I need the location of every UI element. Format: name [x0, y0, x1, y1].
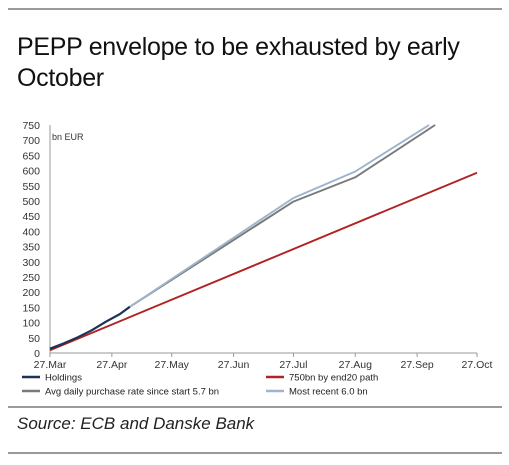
y-tick-label: 0 [34, 348, 40, 360]
source-note: Source: ECB and Danske Bank [17, 414, 255, 433]
x-tick-label: 27.Jun [218, 359, 250, 371]
legend-label: Avg daily purchase rate since start 5.7 … [45, 387, 219, 398]
line-chart: 0 50 100 150 200 250 300 350 400 450 500 550 600 650 7… [22, 120, 493, 398]
y-axis-label: bn EUR [52, 132, 84, 142]
legend-label: Most recent 6.0 bn [289, 387, 368, 398]
y-tick-label: 50 [28, 333, 40, 345]
x-axis: 27.Mar 27.Apr 27.May 27.Jun 27.Jul 27.Aug 27.S… [34, 352, 493, 371]
y-tick-label: 200 [22, 287, 40, 299]
y-tick-label: 400 [22, 226, 40, 238]
divider-rule [8, 406, 502, 408]
y-tick-label: 600 [22, 166, 40, 178]
legend-label: 750bn by end20 path [289, 373, 378, 384]
y-tick-label: 750 [22, 120, 40, 132]
y-axis: 0 50 100 150 200 250 300 350 400 450 500 550 600 650 7… [22, 120, 51, 360]
y-tick-label: 500 [22, 196, 40, 208]
x-tick-label: 27.May [154, 359, 189, 371]
y-tick-label: 450 [22, 211, 40, 223]
series-line-2 [129, 124, 436, 308]
y-tick-label: 300 [22, 257, 40, 269]
y-tick-label: 100 [22, 318, 40, 330]
legend: Holdings 750bn by end20 path Avg daily pur… [22, 373, 378, 398]
y-tick-label: 700 [22, 135, 40, 147]
x-tick-label: 27.Oct [462, 359, 493, 371]
x-tick-label: 27.Jul [279, 359, 307, 371]
x-tick-label: 27.Aug [339, 359, 372, 371]
series-line-0 [49, 305, 131, 350]
bottom-rule [8, 452, 502, 454]
y-tick-label: 250 [22, 272, 40, 284]
series-line-1 [49, 171, 478, 352]
series-lines [49, 124, 478, 352]
y-tick-label: 150 [22, 302, 40, 314]
x-tick-label: 27.Mar [34, 359, 67, 371]
series-line-3 [129, 124, 430, 308]
x-tick-label: 27.Apr [96, 359, 127, 371]
legend-label: Holdings [45, 373, 82, 384]
x-tick-label: 27.Sep [400, 359, 433, 371]
y-tick-label: 550 [22, 181, 40, 193]
y-tick-label: 650 [22, 150, 40, 162]
y-tick-label: 350 [22, 242, 40, 254]
chart-title: PEPP envelope to be exhausted by early O… [17, 33, 460, 92]
top-rule [8, 8, 502, 10]
